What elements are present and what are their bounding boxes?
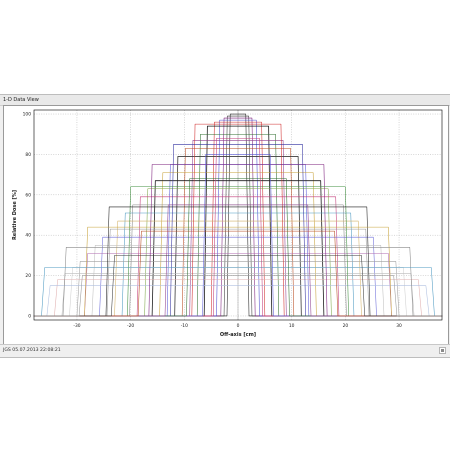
status-bar: JGS 05.07.2013 22:08:21 (0, 344, 450, 357)
x-tick-label: 0 (237, 323, 240, 329)
x-tick-label: -20 (127, 323, 134, 329)
x-tick-label: -10 (181, 323, 188, 329)
dose-profile-chart[interactable]: -30 -20 -10 0 10 20 30 0 20 40 60 80 100 Relative Do… (4, 106, 448, 344)
status-text: JGS 05.07.2013 22:08:21 (3, 348, 61, 353)
y-axis-title: Relative Dose [%] (12, 190, 18, 240)
series-line-40 (33, 230, 443, 317)
series-line-41 (33, 255, 443, 317)
application-window: 1-D Data View -30 -20 -10 0 10 20 30 0 20 40 60 80 1… (0, 94, 450, 358)
y-tick-label: 20 (25, 273, 31, 279)
y-tick-label: 40 (25, 233, 31, 239)
series-layer (33, 113, 443, 317)
window-title: 1-D Data View (3, 97, 39, 103)
x-tick-label: -30 (73, 323, 80, 329)
series-line-42 (33, 275, 443, 317)
y-tick-label: 100 (23, 112, 32, 118)
x-tick-label: 30 (396, 323, 402, 329)
series-line-39 (33, 204, 443, 317)
plot-frame: -30 -20 -10 0 10 20 30 0 20 40 60 80 100 Relative Do… (3, 105, 449, 345)
grid-layer (34, 110, 442, 320)
x-axis-title: Off-axis [cm] (220, 332, 256, 338)
x-tick-label: 10 (289, 323, 295, 329)
x-tick-label: 20 (343, 323, 349, 329)
y-tick-label: 0 (28, 313, 31, 319)
resize-grip-icon[interactable] (439, 347, 446, 354)
axis-layer: -30 -20 -10 0 10 20 30 0 20 40 60 80 100 (23, 109, 443, 329)
y-tick-label: 80 (25, 152, 31, 158)
plot-area-border (33, 109, 443, 321)
y-tick-label: 60 (25, 192, 31, 198)
